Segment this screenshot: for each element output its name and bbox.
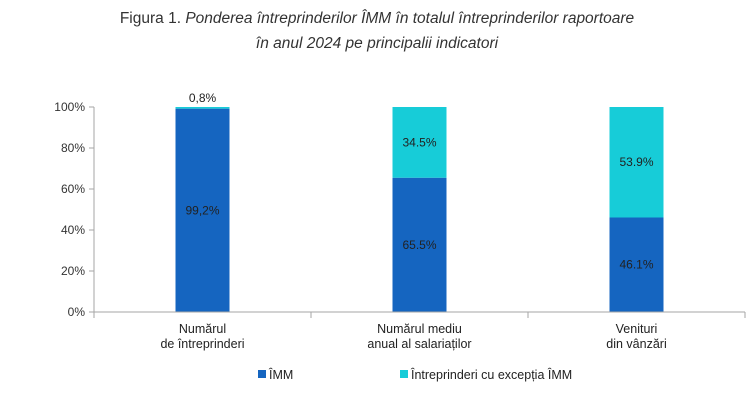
bar-segment [175, 108, 230, 312]
legend-label: ÎMM [268, 367, 293, 382]
data-label: 53.9% [619, 155, 653, 169]
bar-segment [609, 217, 664, 312]
y-tick-label: 0% [68, 305, 86, 319]
bar-segment [392, 107, 447, 178]
data-label: 99,2% [185, 203, 219, 217]
x-category-label: de întreprinderi [160, 337, 244, 351]
x-category-label: anual al salariaților [367, 337, 471, 351]
x-category-label: Numărul mediu [377, 322, 462, 336]
y-tick-label: 80% [61, 141, 85, 155]
chart-title: Figura 1. Ponderea întreprinderilor ÎMM … [0, 6, 754, 56]
bar-segment [392, 177, 447, 312]
legend-label: Întreprinderi cu excepția ÎMM [410, 367, 572, 382]
x-category-label: Venituri [616, 322, 658, 336]
data-label: 34.5% [402, 135, 436, 149]
bar-segment [609, 107, 664, 218]
data-label: 65.5% [402, 238, 436, 252]
data-label: 0,8% [189, 91, 217, 105]
title-line1: Ponderea întreprinderilor ÎMM în totalul… [185, 10, 635, 27]
legend-swatch [258, 370, 266, 378]
title-line2: în anul 2024 pe principalii indicatori [255, 35, 499, 52]
legend-swatch [400, 370, 408, 378]
x-category-label: din vânzări [606, 337, 666, 351]
y-tick-label: 40% [61, 223, 85, 237]
title-prefix: Figura 1. [119, 10, 181, 27]
x-category-label: Numărul [179, 322, 226, 336]
y-tick-label: 20% [61, 264, 85, 278]
chart-title-line1: Figura 1. Ponderea întreprinderilor ÎMM … [0, 6, 754, 31]
y-tick-label: 60% [61, 182, 85, 196]
bar-segment [175, 107, 230, 109]
data-label: 46.1% [619, 258, 653, 272]
y-tick-label: 100% [54, 100, 85, 114]
